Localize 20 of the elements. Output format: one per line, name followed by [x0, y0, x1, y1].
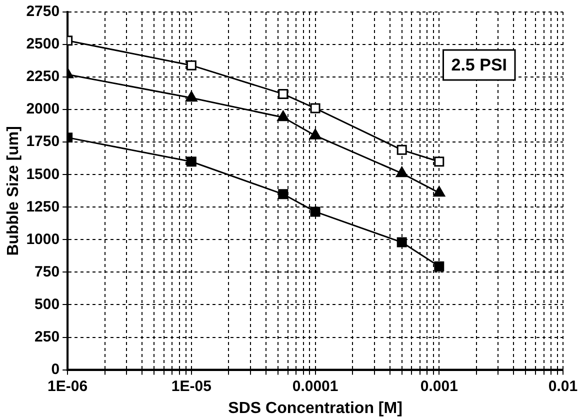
y-tick-label: 0 — [51, 360, 60, 378]
y-tick-label: 500 — [34, 296, 60, 313]
x-tick-label: 0.01 — [548, 378, 578, 395]
y-tick-label: 1750 — [26, 133, 60, 150]
y-tick-label: 750 — [34, 263, 60, 280]
y-tick-label: 2750 — [26, 3, 60, 20]
y-axis-title: Bubble Size [um] — [5, 126, 22, 256]
x-tick-label: 0.001 — [420, 378, 458, 395]
y-tick-label: 250 — [34, 328, 60, 346]
y-tick-label: 2250 — [26, 68, 60, 86]
x-axis-title: SDS Concentration [M] — [228, 400, 402, 417]
y-tick-label: 2500 — [26, 36, 60, 53]
y-tick-label: 1250 — [26, 198, 60, 216]
x-tick-label: 1E-06 — [48, 378, 88, 395]
y-tick-label: 1000 — [26, 230, 60, 248]
annotation: 2.5 PSI — [451, 56, 508, 75]
x-tick-label: 0.0001 — [292, 378, 338, 395]
y-tick-label: 1500 — [26, 166, 60, 183]
y-tick-label: 2000 — [26, 100, 60, 118]
x-tick-label: 1E-05 — [171, 378, 212, 395]
